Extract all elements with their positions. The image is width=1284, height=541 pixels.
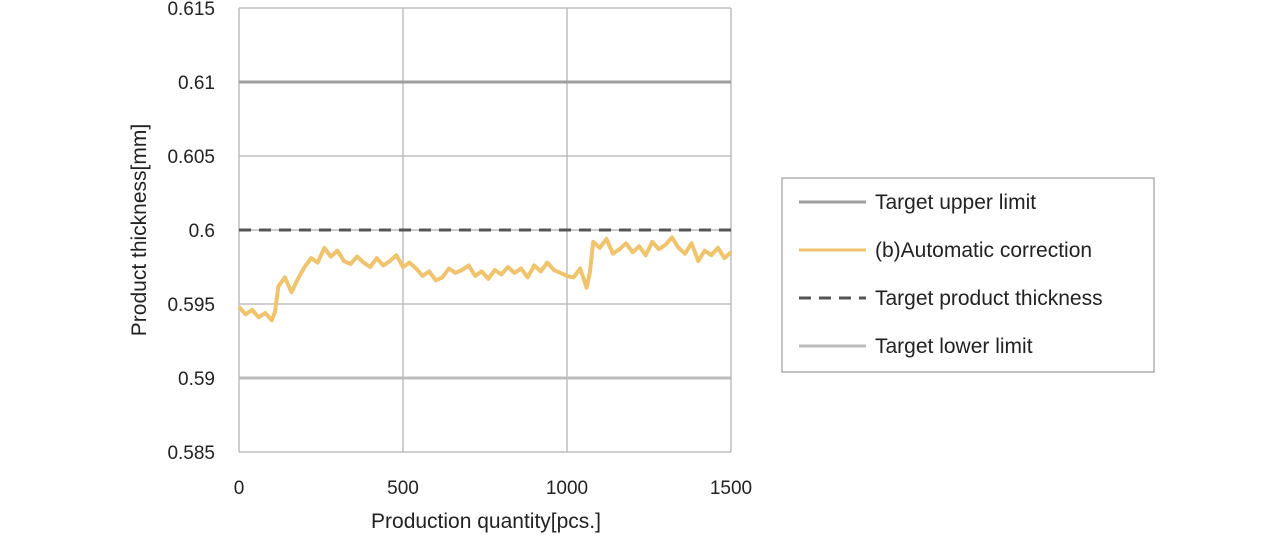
y-tick-label: 0.605 xyxy=(167,147,215,168)
x-tick-label: 1500 xyxy=(710,478,752,499)
series-layer xyxy=(237,80,733,380)
legend-label: Target product thickness xyxy=(875,287,1103,310)
series-line-automatic-correction xyxy=(237,235,733,323)
legend-box xyxy=(781,177,1155,373)
x-axis-label: Production quantity[pcs.] xyxy=(371,510,601,533)
y-tick-label: 0.61 xyxy=(178,73,215,94)
legend-label: Target lower limit xyxy=(875,335,1033,358)
axes-layer: 0.615 0.61 0.605 0.6 0.595 0.59 0.585 0 500 1000 1… xyxy=(167,0,752,499)
y-tick-label: 0.6 xyxy=(189,221,215,242)
labels-layer: Production quantity[pcs.] Product thickn… xyxy=(128,124,601,533)
legend: Target upper limit (b)Automatic correctio… xyxy=(781,177,1155,373)
x-tick-label: 500 xyxy=(387,478,419,499)
x-tick-label: 0 xyxy=(234,478,245,499)
y-tick-label: 0.59 xyxy=(178,369,215,390)
legend-label: Target upper limit xyxy=(875,191,1036,214)
y-tick-label: 0.595 xyxy=(167,295,215,316)
legend-label: (b)Automatic correction xyxy=(875,239,1092,262)
y-axis-label: Product thickness[mm] xyxy=(128,124,151,336)
y-tick-label: 0.585 xyxy=(167,443,215,464)
y-tick-label: 0.615 xyxy=(167,0,215,20)
x-tick-label: 1000 xyxy=(546,478,588,499)
